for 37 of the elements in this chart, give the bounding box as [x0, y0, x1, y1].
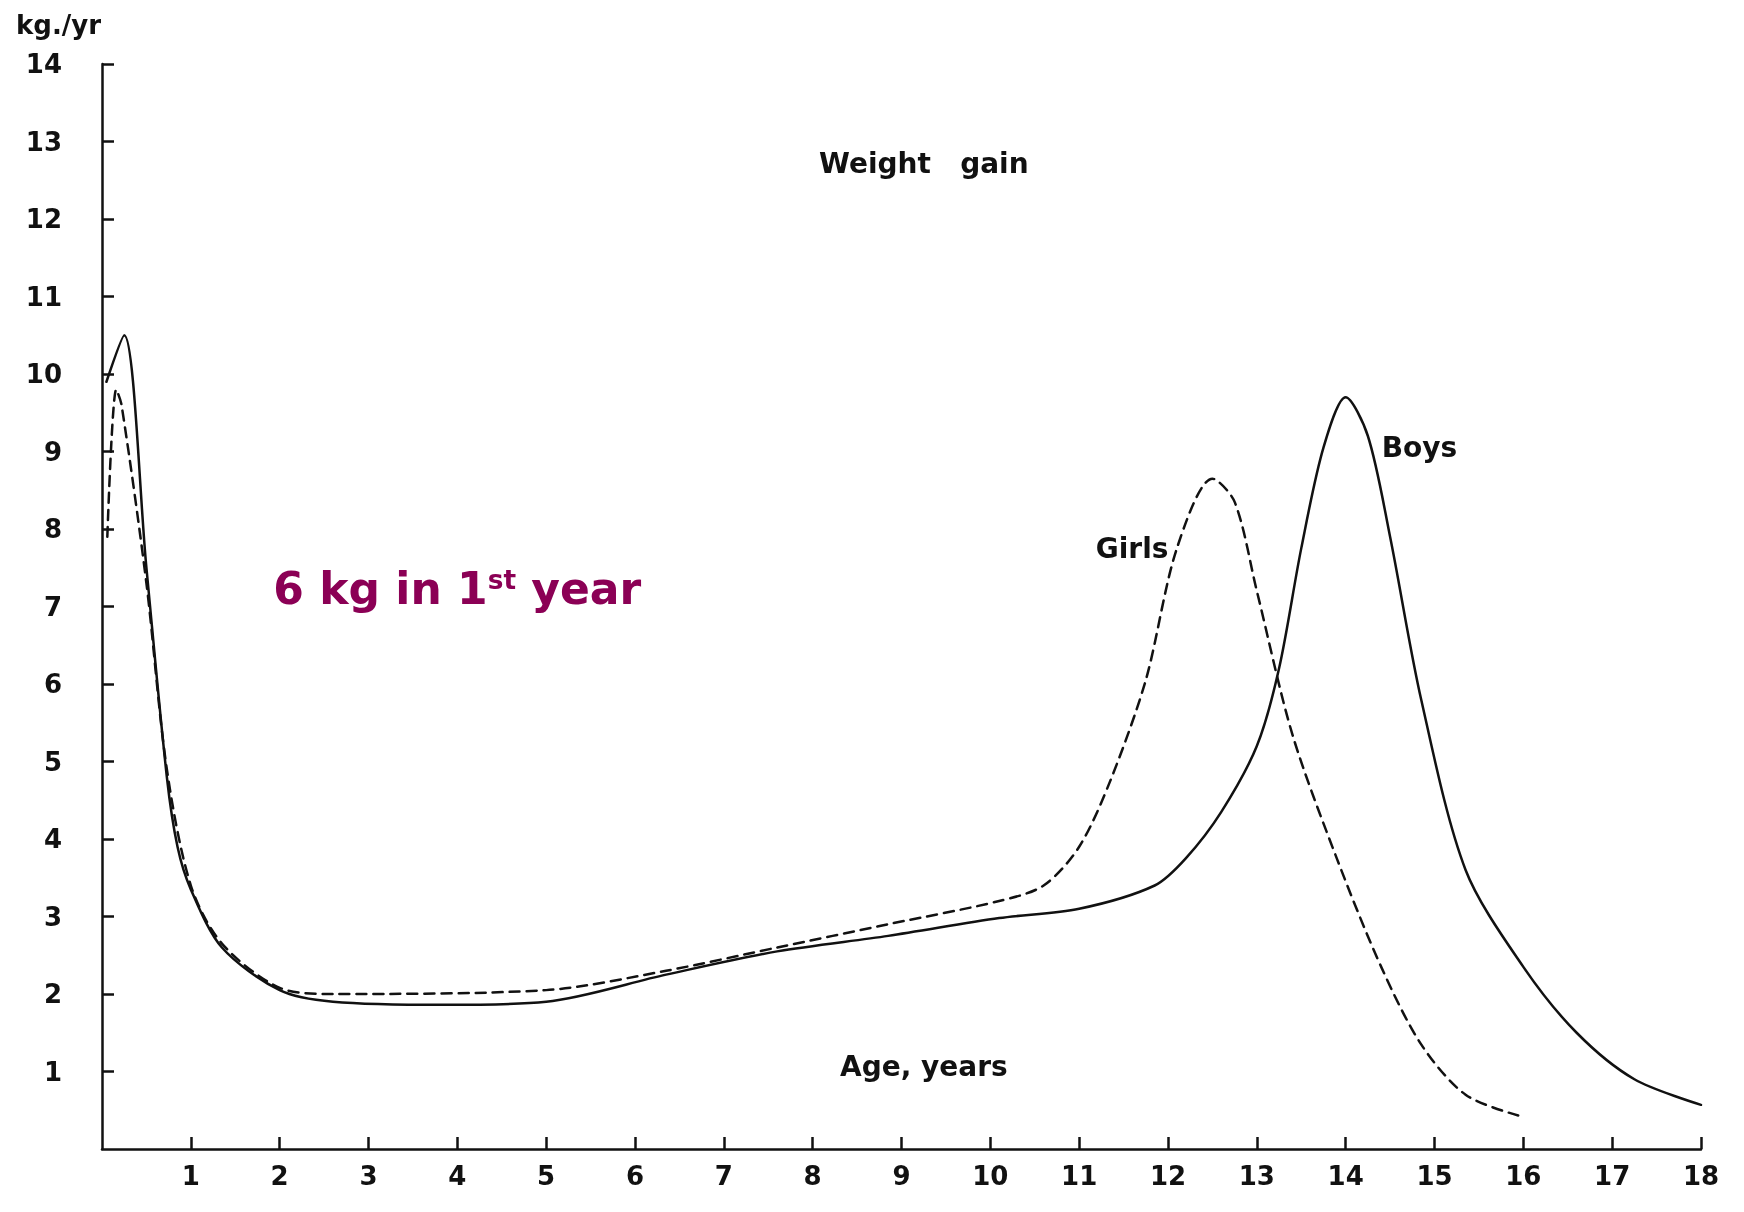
- x-tick-label: 15: [1416, 1161, 1453, 1191]
- y-tick-label: 4: [43, 824, 62, 854]
- x-tick-label: 4: [448, 1161, 467, 1191]
- x-tick-label: 11: [1061, 1161, 1098, 1191]
- x-tick-label: 9: [892, 1161, 911, 1191]
- y-tick-label: 14: [25, 49, 62, 79]
- x-tick-label: 12: [1149, 1161, 1187, 1191]
- x-tick-label: 10: [972, 1161, 1009, 1191]
- y-tick-label: 7: [43, 591, 62, 622]
- y-tick-label: 12: [25, 204, 62, 234]
- y-tick-label: 6: [43, 669, 62, 699]
- x-tick-label: 7: [714, 1161, 733, 1191]
- x-tick-label: 14: [1327, 1161, 1364, 1191]
- y-tick-label: 10: [25, 359, 62, 389]
- x-tick-label: 17: [1594, 1161, 1631, 1191]
- x-tick-label: 13: [1238, 1161, 1275, 1191]
- y-tick-label: 3: [43, 901, 62, 932]
- y-tick-label: 11: [25, 281, 62, 312]
- y-tick-label: 13: [25, 126, 62, 157]
- annotation: Weight gain: [819, 146, 1029, 180]
- series-label: Boys: [1381, 430, 1458, 464]
- x-tick-label: 8: [803, 1161, 822, 1191]
- series-label: Girls: [1095, 532, 1169, 566]
- x-tick-label: 6: [625, 1161, 645, 1191]
- y-tick-label: 5: [43, 746, 62, 777]
- x-tick-label: 18: [1682, 1161, 1720, 1191]
- y-tick-label: 8: [43, 514, 62, 544]
- y-tick-label: 1: [43, 1056, 62, 1087]
- x-tick-label: 1: [181, 1161, 200, 1191]
- x-tick-label: 5: [537, 1161, 556, 1191]
- y-tick-label: 2: [43, 979, 62, 1009]
- y-tick-label: 9: [43, 436, 62, 467]
- x-tick-label: 16: [1505, 1161, 1542, 1191]
- y-axis-title: kg./yr: [16, 10, 102, 40]
- x-tick-label: 2: [270, 1161, 289, 1191]
- annotation: Age, years: [839, 1049, 1008, 1083]
- x-tick-label: 3: [359, 1161, 378, 1191]
